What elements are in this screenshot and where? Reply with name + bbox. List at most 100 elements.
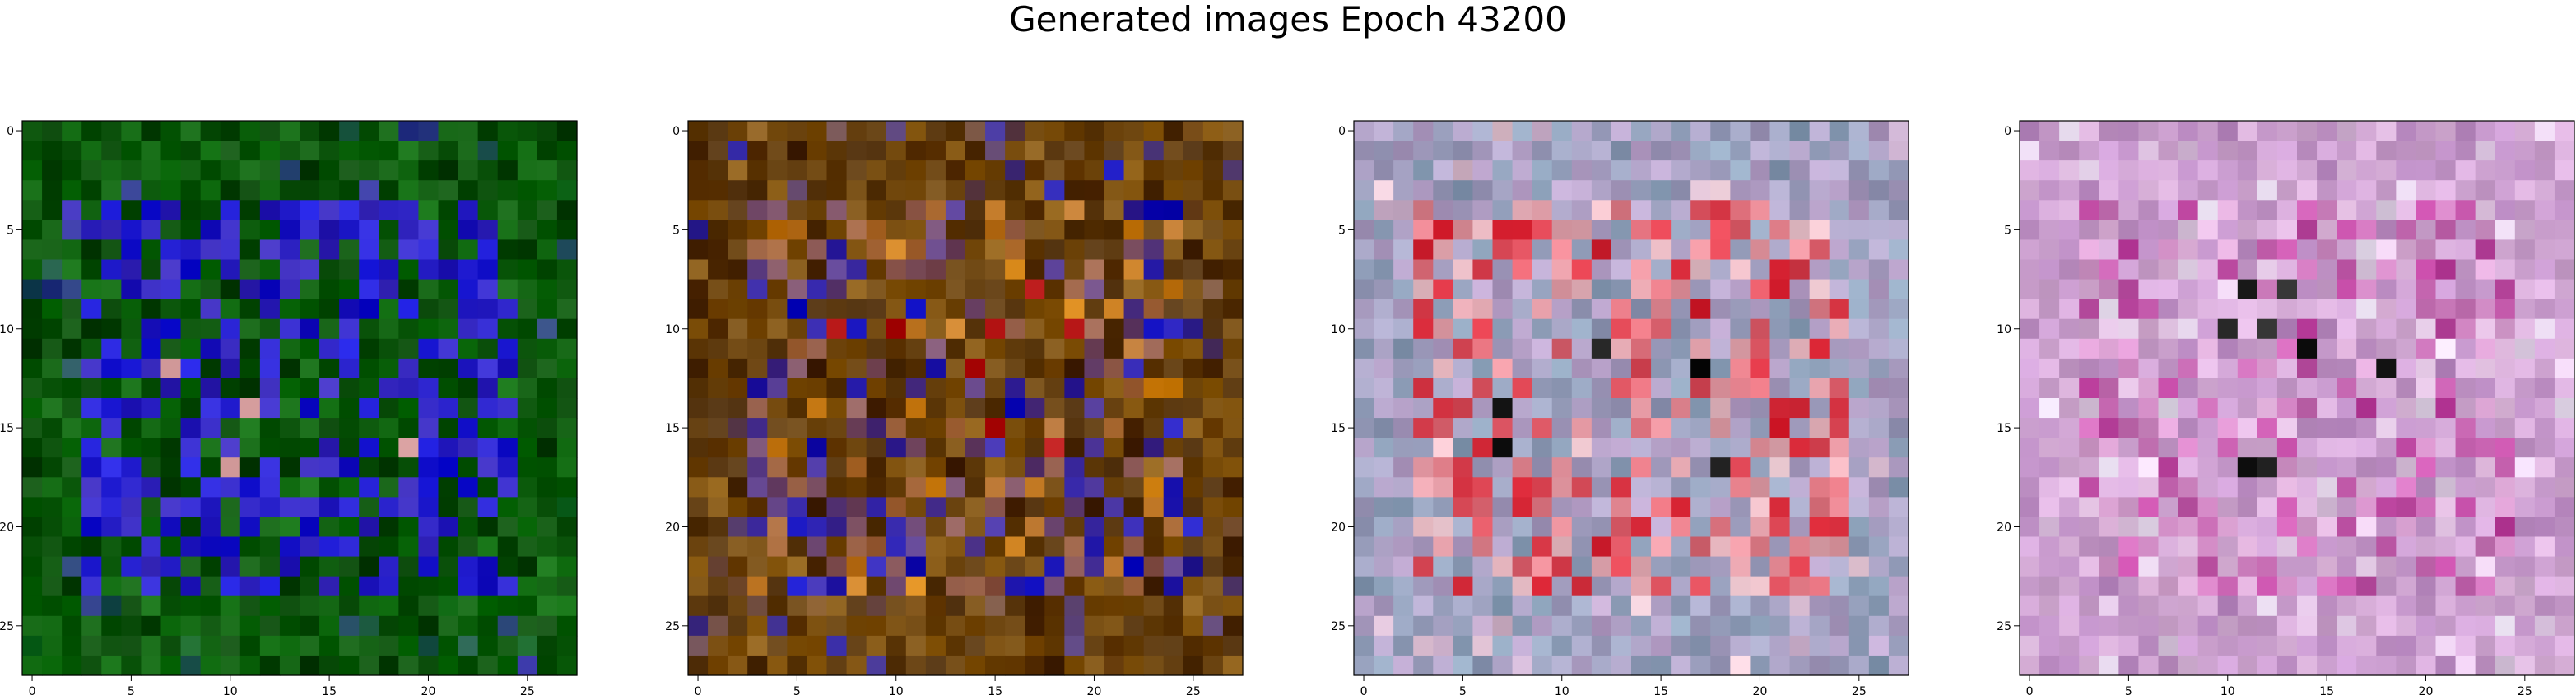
pixel	[556, 635, 578, 656]
pixel	[1789, 279, 1811, 300]
pixel	[1591, 200, 1612, 220]
pixel	[767, 180, 788, 201]
pixel	[1868, 239, 1890, 261]
pixel	[398, 536, 420, 558]
pixel	[1631, 239, 1652, 261]
pixel	[1104, 556, 1125, 577]
pixel	[477, 457, 499, 478]
pixel	[1868, 338, 1890, 359]
pixel	[141, 378, 162, 399]
pixel	[180, 477, 202, 498]
pixel	[2534, 318, 2555, 340]
pixel	[62, 121, 82, 141]
pixel	[728, 121, 748, 141]
pixel	[1789, 338, 1811, 359]
pixel	[2475, 398, 2496, 419]
pixel	[1551, 595, 1573, 617]
pixel	[2059, 220, 2080, 241]
pixel	[965, 438, 986, 458]
x-tick-label: 10	[1555, 685, 1569, 695]
x-tick-label: 0	[695, 685, 702, 695]
pixel	[2237, 576, 2258, 597]
pixel	[517, 615, 538, 637]
pixel	[728, 141, 748, 161]
pixel	[985, 299, 1006, 320]
pixel	[866, 259, 887, 280]
pixel	[160, 635, 182, 656]
pixel	[1532, 477, 1553, 498]
pixel	[1848, 477, 1870, 498]
pixel	[477, 438, 499, 458]
pixel	[1393, 517, 1414, 538]
pixel	[2514, 200, 2536, 220]
pixel	[1769, 398, 1791, 419]
pixel	[2514, 220, 2536, 241]
pixel	[1591, 457, 1612, 478]
pixel	[1868, 180, 1890, 201]
pixel	[458, 160, 479, 181]
pixel	[1789, 438, 1811, 458]
pixel	[517, 438, 538, 458]
pixel	[925, 477, 946, 498]
pixel	[2178, 160, 2199, 181]
pixel	[2534, 457, 2555, 478]
pixel	[101, 457, 122, 478]
pixel	[1202, 220, 1224, 241]
pixel	[2099, 457, 2119, 478]
pixel	[200, 279, 221, 300]
pixel	[2197, 279, 2219, 300]
pixel	[121, 418, 142, 438]
pixel	[477, 318, 499, 340]
pixel	[517, 160, 538, 181]
pixel	[965, 655, 986, 676]
pixel	[1453, 418, 1474, 438]
pixel	[458, 318, 479, 340]
pixel	[1809, 259, 1830, 280]
pixel	[1710, 378, 1731, 399]
pixel	[2396, 615, 2417, 637]
y-tick-label: 0	[1338, 125, 1346, 138]
pixel	[2020, 438, 2040, 458]
pixel	[1809, 635, 1830, 656]
pixel	[2197, 517, 2219, 538]
pixel	[2217, 477, 2239, 498]
pixel	[1671, 576, 1691, 597]
pixel	[1829, 180, 1850, 201]
pixel	[2435, 576, 2457, 597]
y-tick-label: 10	[0, 323, 14, 336]
pixel	[517, 239, 538, 261]
pixel	[2297, 438, 2318, 458]
pixel	[787, 576, 808, 597]
pixel	[259, 438, 281, 458]
pixel	[556, 517, 578, 538]
pixel	[1104, 595, 1125, 617]
pixel	[2376, 615, 2397, 637]
pixel	[866, 141, 887, 161]
pixel	[1512, 398, 1533, 419]
pixel	[925, 338, 946, 359]
pixel	[1433, 338, 1453, 359]
pixel	[418, 398, 439, 419]
pixel	[259, 220, 281, 241]
pixel	[2396, 279, 2417, 300]
pixel	[886, 160, 907, 181]
pixel	[1671, 615, 1691, 637]
pixel	[1374, 259, 1394, 280]
pixel	[747, 615, 768, 637]
pixel	[1492, 398, 1514, 419]
pixel	[300, 595, 320, 617]
pixel	[2237, 318, 2258, 340]
pixel	[1848, 180, 1870, 201]
pixel	[2257, 259, 2278, 280]
pixel	[2475, 477, 2496, 498]
pixel	[2039, 576, 2060, 597]
pixel	[688, 477, 709, 498]
pixel	[708, 200, 728, 220]
pixel	[2297, 457, 2318, 478]
pixel	[1571, 358, 1593, 379]
pixel	[2257, 141, 2278, 161]
pixel	[708, 358, 728, 379]
pixel	[1044, 200, 1065, 220]
pixel	[141, 121, 162, 141]
pixel	[160, 299, 182, 320]
